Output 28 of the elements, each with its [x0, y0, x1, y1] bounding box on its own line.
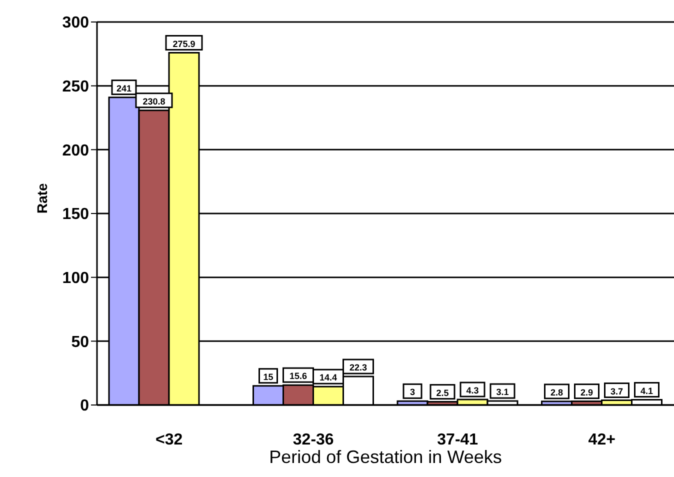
x-tick-label: 42+ — [588, 431, 616, 448]
data-label: 15 — [263, 372, 274, 382]
data-label: 241 — [116, 83, 132, 94]
data-label: 3.7 — [610, 386, 624, 396]
data-label: 3 — [410, 387, 416, 398]
x-tick-label: 32-36 — [292, 431, 334, 448]
y-tick-label: 200 — [62, 142, 90, 160]
data-label: 2.8 — [550, 387, 564, 398]
data-label: 2.9 — [580, 387, 594, 398]
data-label: 230.8 — [142, 96, 166, 106]
y-axis-title: Rate — [34, 182, 50, 214]
data-label: 275.9 — [172, 38, 196, 49]
y-tick-label: 50 — [71, 334, 90, 351]
data-label: 4.1 — [640, 386, 654, 396]
data-label: 3.1 — [496, 387, 509, 398]
y-tick-label: 0 — [80, 398, 90, 415]
data-label: 4.3 — [466, 386, 479, 396]
data-label: 15.6 — [289, 371, 308, 382]
y-tick-label: 100 — [62, 270, 90, 288]
data-label: 14.4 — [319, 372, 338, 383]
y-tick-label: 150 — [62, 206, 90, 224]
y-tick-label: 250 — [62, 78, 90, 96]
x-axis-title: Period of Gestation in Weeks — [269, 447, 502, 467]
data-label: 22.3 — [349, 362, 368, 373]
data-label: 2.5 — [436, 388, 449, 398]
x-tick-label: <32 — [156, 431, 183, 448]
x-tick-label: 37-41 — [437, 431, 478, 448]
y-tick-label: 300 — [62, 14, 90, 32]
